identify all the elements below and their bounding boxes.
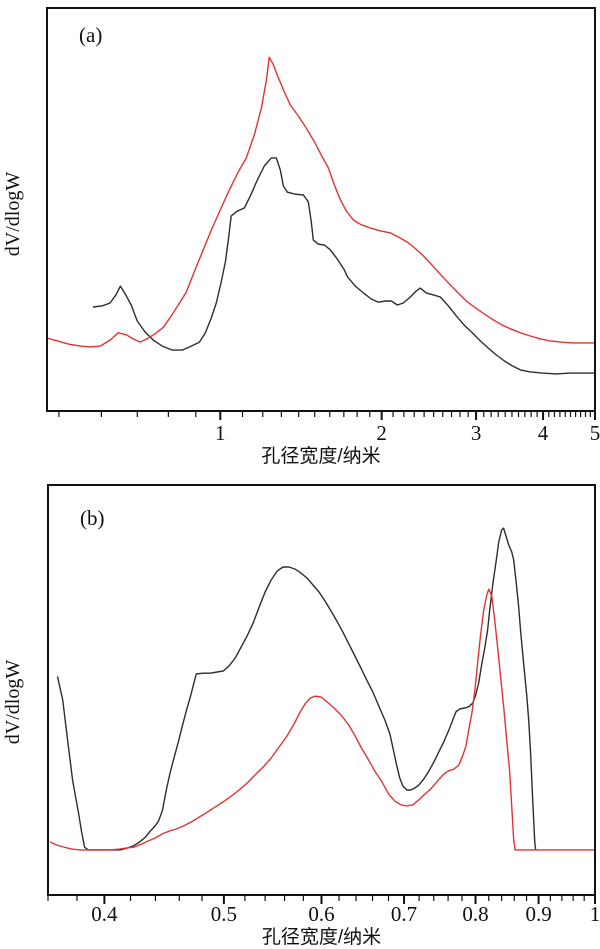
y-axis-title-a: dV/dlogW	[2, 172, 24, 257]
chart-b-canvas: 0.4 0.5 0.6 0.7 0.8 0.9 1 孔径宽度/纳米 dV/dlogW (b)	[2, 484, 600, 948]
x-tick-label: 2	[376, 421, 387, 445]
x-tick-label: 0.7	[391, 902, 417, 926]
x-tick-label: 0.5	[211, 902, 237, 926]
y-axis-title-b: dV/dlogW	[2, 660, 24, 745]
series-b-black-curve	[56, 527, 537, 851]
series-a-black-curve	[92, 157, 596, 375]
panel-label-b: (b)	[80, 506, 105, 530]
series-b-red-curve	[49, 588, 596, 851]
x-tick-label: 0.6	[308, 902, 334, 926]
x-tick-label: 3	[471, 421, 482, 445]
x-tick-label: 1	[590, 902, 600, 926]
panel-label-a: (a)	[79, 23, 102, 47]
x-axis-title-b: 孔径宽度/纳米	[262, 926, 381, 948]
x-tick-label: 0.8	[462, 902, 488, 926]
x-tick-label: 1	[215, 421, 226, 445]
x-tick-label: 0.9	[525, 902, 551, 926]
x-tick-label: 0.4	[91, 902, 118, 926]
panel-a: 1 2 3 4 5 孔径宽度/纳米 dV/dlogW (a)	[2, 7, 600, 467]
chart-a-canvas: 1 2 3 4 5 孔径宽度/纳米 dV/dlogW (a)	[2, 7, 600, 467]
x-axis-title-a: 孔径宽度/纳米	[261, 445, 380, 467]
panel-b: 0.4 0.5 0.6 0.7 0.8 0.9 1 孔径宽度/纳米 dV/dlogW (b)	[0, 475, 600, 949]
x-tick-label: 4	[538, 421, 549, 445]
series-a-red-curve	[46, 56, 596, 348]
plot-frame-a	[46, 7, 596, 412]
plot-frame-b	[47, 484, 596, 896]
x-tick-label: 5	[590, 421, 600, 445]
